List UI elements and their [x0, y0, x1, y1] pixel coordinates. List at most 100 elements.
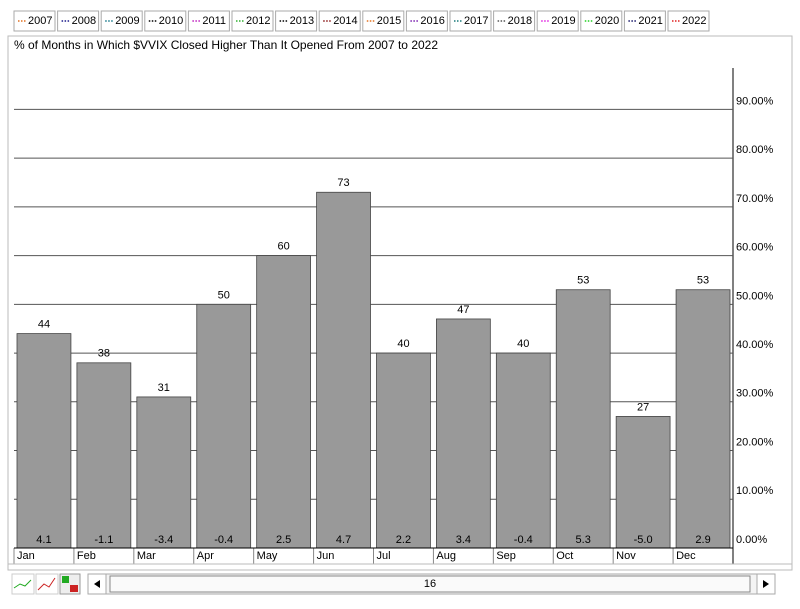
year-button[interactable] — [144, 10, 187, 32]
bar — [316, 191, 371, 549]
chart-title: % of Months in Which $VVIX Closed Higher… — [14, 38, 438, 52]
arrow — [94, 580, 100, 588]
value-label: 50 — [218, 289, 230, 301]
compare-icon[interactable] — [35, 573, 59, 595]
year-button[interactable] — [231, 10, 274, 32]
x-tick-label: Apr — [197, 550, 214, 562]
bottom-label: 4.1 — [36, 534, 51, 546]
bottom-label: 2.9 — [695, 534, 710, 546]
value-label: 53 — [577, 275, 589, 287]
year-label: 2019 — [551, 15, 575, 27]
value-label: 47 — [457, 304, 469, 316]
x-tick-label: Nov — [616, 550, 636, 562]
value-label: 40 — [517, 338, 529, 350]
x-tick-label: Mar — [137, 550, 156, 562]
icon-line — [37, 577, 56, 591]
bottom-label: -0.4 — [514, 534, 533, 546]
year-button[interactable] — [667, 10, 710, 32]
bottom-label: -5.0 — [634, 534, 653, 546]
year-button[interactable] — [623, 10, 666, 32]
year-label: 2010 — [159, 15, 183, 27]
bar — [16, 333, 72, 549]
year-button[interactable] — [580, 10, 623, 32]
year-label: 2015 — [377, 15, 401, 27]
icon-line — [13, 579, 32, 589]
value-label: 31 — [158, 382, 170, 394]
y-tick-label: 40.00% — [736, 339, 774, 351]
year-label: 2014 — [333, 15, 357, 27]
year-button[interactable] — [187, 10, 230, 32]
value-label: 53 — [697, 275, 709, 287]
bottom-label: 4.7 — [336, 534, 351, 546]
icon-square — [70, 585, 78, 592]
bottom-label: 2.2 — [396, 534, 411, 546]
year-button[interactable] — [536, 10, 579, 32]
value-label: 60 — [278, 241, 290, 253]
bottom-label: 2.5 — [276, 534, 291, 546]
y-tick-label: 70.00% — [736, 193, 774, 205]
bar — [436, 318, 491, 549]
bar — [555, 289, 611, 549]
bar — [376, 352, 431, 549]
bottom-label: 5.3 — [576, 534, 591, 546]
bar — [136, 396, 192, 549]
y-tick-label: 80.00% — [736, 144, 774, 156]
bottom-label: 3.4 — [456, 534, 471, 546]
x-tick-label: May — [257, 550, 278, 562]
year-label: 2007 — [28, 15, 52, 27]
year-button[interactable] — [318, 10, 361, 32]
year-label: 2017 — [464, 15, 488, 27]
year-label: 2020 — [595, 15, 619, 27]
bar — [76, 362, 132, 549]
y-tick-label: 50.00% — [736, 290, 774, 302]
value-label: 38 — [98, 348, 110, 360]
bar — [196, 303, 252, 549]
y-tick-label: 30.00% — [736, 388, 774, 400]
year-label: 2008 — [72, 15, 96, 27]
arrow — [763, 580, 769, 588]
year-button[interactable] — [493, 10, 536, 32]
x-tick-label: Jul — [377, 550, 391, 562]
y-tick-label: 0.00% — [736, 534, 767, 546]
year-button[interactable] — [275, 10, 318, 32]
x-tick-label: Feb — [77, 550, 96, 562]
year-label: 2018 — [508, 15, 532, 27]
value-label: 44 — [38, 318, 50, 330]
bar — [675, 289, 731, 549]
x-tick-label: Aug — [436, 550, 456, 562]
year-label: 2016 — [420, 15, 444, 27]
y-tick-label: 10.00% — [736, 485, 774, 497]
year-button[interactable] — [405, 10, 448, 32]
x-tick-label: Jan — [17, 550, 35, 562]
scroll-value: 16 — [424, 578, 436, 590]
year-button[interactable] — [100, 10, 143, 32]
year-button[interactable] — [57, 10, 100, 32]
bar — [495, 352, 551, 549]
icon-square — [62, 576, 69, 583]
year-button[interactable] — [449, 10, 492, 32]
x-tick-label: Jun — [317, 550, 335, 562]
y-tick-label: 60.00% — [736, 242, 774, 254]
year-button[interactable] — [362, 10, 405, 32]
bottom-toolbar: 16 — [11, 573, 776, 595]
year-label: 2013 — [290, 15, 314, 27]
bottom-label: -0.4 — [214, 534, 233, 546]
year-label: 2009 — [115, 15, 139, 27]
year-label: 2022 — [682, 15, 706, 27]
value-label: 27 — [637, 401, 649, 413]
year-button[interactable] — [13, 10, 56, 32]
scroll-thumb[interactable] — [109, 575, 751, 593]
x-tick-label: Dec — [676, 550, 696, 562]
y-tick-label: 20.00% — [736, 436, 774, 448]
y-tick-label: 90.00% — [736, 95, 774, 107]
bar — [615, 416, 671, 549]
year-label: 2011 — [202, 15, 226, 27]
line-chart-icon[interactable] — [11, 573, 35, 595]
x-tick-label: Oct — [556, 550, 573, 562]
bar — [256, 255, 311, 549]
year-label: 2012 — [246, 15, 270, 27]
value-label: 40 — [397, 338, 409, 350]
bottom-label: -3.4 — [154, 534, 173, 546]
x-tick-label: Sep — [496, 550, 516, 562]
